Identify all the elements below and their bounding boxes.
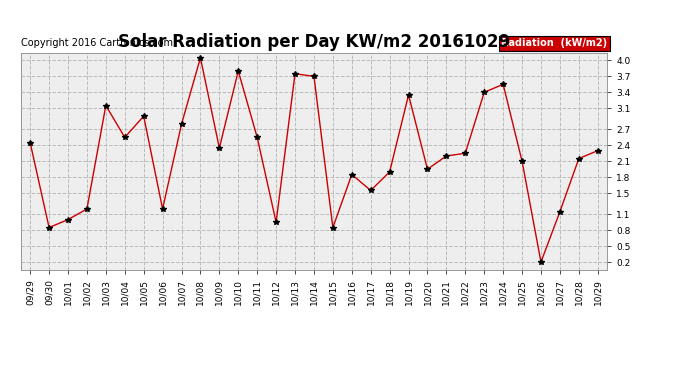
Text: Radiation  (kW/m2): Radiation (kW/m2) <box>501 38 607 48</box>
Title: Solar Radiation per Day KW/m2 20161029: Solar Radiation per Day KW/m2 20161029 <box>118 33 510 51</box>
Text: Copyright 2016 Cartronics.com: Copyright 2016 Cartronics.com <box>21 38 172 48</box>
